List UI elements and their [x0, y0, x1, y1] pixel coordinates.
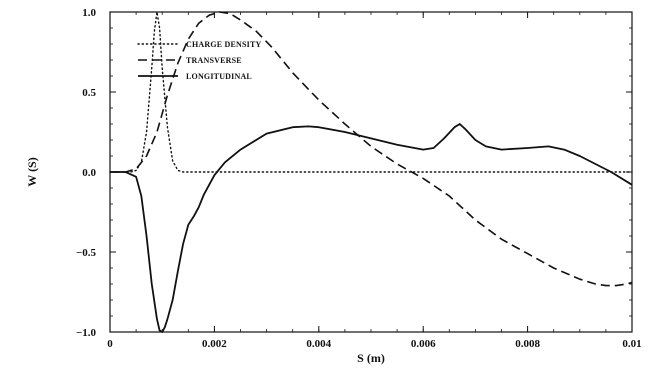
x-tick-label: 0	[107, 338, 113, 350]
x-tick-label: 0.01	[622, 338, 641, 350]
y-axis-label: W (S)	[25, 157, 39, 186]
y-tick-label: 0.0	[82, 167, 96, 179]
legend-label: TRANSVERSE	[186, 56, 242, 65]
y-tick-label: −1.0	[76, 327, 97, 339]
series-line-longitudinal	[110, 123, 633, 333]
x-tick-label: 0.006	[411, 338, 436, 350]
y-tick-label: 1.0	[82, 7, 96, 19]
legend-label: LONGITUDINAL	[186, 72, 252, 81]
x-tick-label: 0.008	[515, 338, 540, 350]
x-axis-label: S (m)	[357, 351, 385, 365]
y-axis-ticks: −1.0 −0.5 0.0 0.5 1.0	[76, 7, 632, 339]
legend-label: CHARGE DENSITY	[186, 40, 262, 49]
series-line-transverse	[110, 11, 633, 287]
x-tick-label: 0.004	[306, 338, 331, 350]
x-tick-label: 0.002	[202, 338, 227, 350]
series-layer	[109, 11, 633, 333]
legend: CHARGE DENSITY TRANSVERSE LONGITUDINAL	[137, 40, 262, 81]
series-line-charge-density	[109, 11, 633, 173]
x-axis-ticks: 0 0.002 0.004 0.006 0.008 0.01	[107, 12, 642, 350]
y-tick-label: 0.5	[82, 87, 96, 99]
y-tick-label: −0.5	[76, 247, 97, 259]
